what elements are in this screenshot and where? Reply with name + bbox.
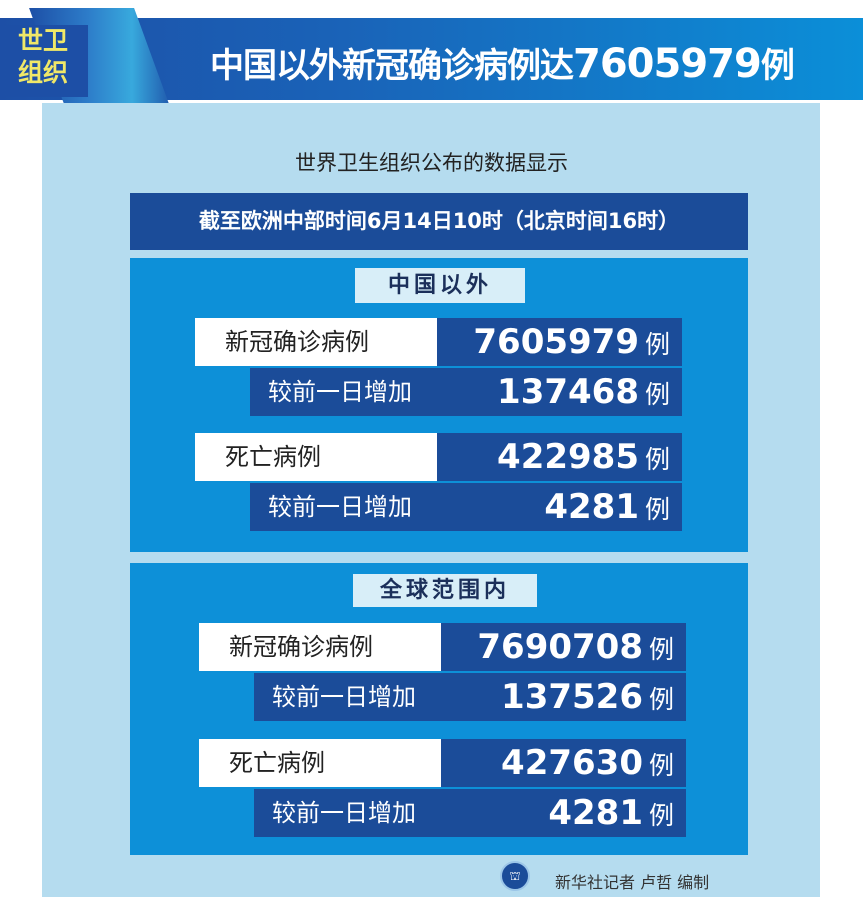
increase-value: 137468 例	[497, 368, 670, 419]
row-label: 死亡病例	[199, 739, 441, 787]
row-label: 新冠确诊病例	[195, 318, 437, 366]
row-value: 422985 例	[437, 433, 682, 481]
value-number: 7690708	[477, 627, 643, 667]
value-unit: 例	[644, 445, 670, 474]
badge-line1: 世卫	[18, 26, 69, 55]
title-unit: 例	[760, 46, 795, 86]
title-number: 7605979	[573, 41, 762, 87]
title-text: 中国以外新冠确诊病例达	[210, 46, 574, 86]
increase-value: 4281 例	[548, 789, 674, 840]
increase-value: 4281 例	[544, 483, 670, 534]
value-number: 427630	[501, 743, 643, 783]
increase-unit: 例	[644, 495, 670, 524]
increase-unit: 例	[648, 801, 674, 830]
who-badge: 世卫 组织	[6, 25, 88, 97]
daily-increase-row: 较前一日增加 137468 例	[250, 368, 682, 416]
page-title: 中国以外新冠确诊病例达7605979例	[210, 38, 795, 87]
increase-label: 较前一日增加	[268, 378, 412, 406]
section-label: 全球范围内	[353, 574, 537, 607]
value-number: 7605979	[473, 322, 639, 362]
credit: 新华社记者 卢哲 编制	[555, 873, 710, 892]
daily-increase-row: 较前一日增加 4281 例	[254, 789, 686, 837]
date-bar: 截至欧洲中部时间6月14日10时（北京时间16时）	[130, 193, 748, 250]
badge-line2: 组织	[18, 58, 69, 87]
value-unit: 例	[648, 635, 674, 664]
row-label: 死亡病例	[195, 433, 437, 481]
increase-label: 较前一日增加	[272, 799, 416, 827]
row-label: 新冠确诊病例	[199, 623, 441, 671]
value-unit: 例	[648, 751, 674, 780]
row-value: 427630 例	[441, 739, 686, 787]
subtitle: 世界卫生组织公布的数据显示	[295, 151, 568, 175]
section-label: 中国以外	[355, 268, 525, 303]
increase-number: 4281	[544, 487, 639, 527]
increase-unit: 例	[648, 685, 674, 714]
daily-increase-row: 较前一日增加 4281 例	[250, 483, 682, 531]
increase-number: 137526	[501, 677, 643, 717]
increase-unit: 例	[644, 380, 670, 409]
row-value: 7690708 例	[441, 623, 686, 671]
increase-label: 较前一日增加	[268, 493, 412, 521]
xinhua-logo-icon: ⛫	[500, 861, 530, 891]
increase-value: 137526 例	[501, 673, 674, 724]
increase-label: 较前一日增加	[272, 683, 416, 711]
value-number: 422985	[497, 437, 639, 477]
daily-increase-row: 较前一日增加 137526 例	[254, 673, 686, 721]
row-value: 7605979 例	[437, 318, 682, 366]
increase-number: 137468	[497, 372, 639, 412]
value-unit: 例	[644, 330, 670, 359]
increase-number: 4281	[548, 793, 643, 833]
